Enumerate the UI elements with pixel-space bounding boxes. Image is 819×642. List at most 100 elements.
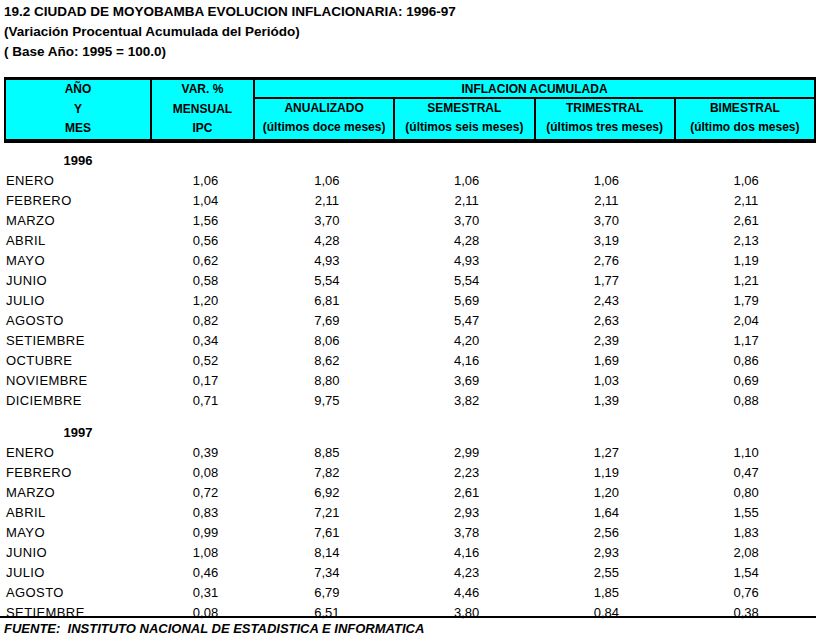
value-cell: 5,54 [397,271,537,291]
table-row: AGOSTO0,827,695,472,632,04 [4,311,816,331]
value-cell: 1,21 [676,271,816,291]
value-cell: 2,11 [257,191,397,211]
subcol-desc: (últimos tres meses) [536,118,674,136]
value-cell: 1,85 [537,583,677,603]
table-row: ENERO0,398,852,991,271,10 [4,443,816,463]
subcol-name: BIMESTRAL [676,99,814,118]
table-row: SETIEMBRE0,348,064,202,391,17 [4,331,816,351]
value-cell: 1,19 [676,251,816,271]
value-cell: 8,62 [257,351,397,371]
value-cell: 4,93 [397,251,537,271]
header-line: VAR. % [152,80,253,100]
value-cell: 1,27 [537,443,677,463]
value-cell: 5,47 [397,311,537,331]
monthly-var-cell: 0,71 [154,391,257,411]
table-row: ABRIL0,837,212,931,641,55 [4,503,816,523]
base-year-note: ( Base Año: 1995 = 100.0) [4,42,456,62]
month-cell: FEBRERO [4,191,154,211]
subcol-name: TRIMESTRAL [536,99,674,118]
value-cell: 1,64 [537,503,677,523]
year-row: 1996 [4,151,816,171]
monthly-var-cell: 0,82 [154,311,257,331]
inflation-table: AÑO Y MES VAR. % MENSUAL IPC INFLACION A… [4,77,816,623]
value-cell: 1,20 [537,483,677,503]
value-cell: 8,14 [257,543,397,563]
value-cell: 4,46 [397,583,537,603]
value-cell: 0,84 [537,603,677,623]
table-row: ABRIL0,564,284,283,192,13 [4,231,816,251]
value-cell: 0,88 [676,391,816,411]
monthly-var-cell: 0,34 [154,331,257,351]
monthly-var-cell: 0,31 [154,583,257,603]
table-row: JULIO0,467,344,232,551,54 [4,563,816,583]
value-cell: 2,63 [537,311,677,331]
month-cell: JULIO [4,563,154,583]
header-line: IPC [152,119,253,139]
month-cell: MAYO [4,523,154,543]
value-cell: 1,79 [676,291,816,311]
value-cell: 2,76 [537,251,677,271]
value-cell: 1,17 [676,331,816,351]
value-cell: 2,13 [676,231,816,251]
value-cell: 2,23 [397,463,537,483]
value-cell: 1,19 [537,463,677,483]
month-cell: ENERO [4,171,154,191]
value-cell: 1,83 [676,523,816,543]
column-header-semester: SEMESTRAL (últimos seis meses) [395,99,535,139]
table-header: AÑO Y MES VAR. % MENSUAL IPC INFLACION A… [4,77,816,143]
value-cell: 7,61 [257,523,397,543]
value-cell: 6,92 [257,483,397,503]
table-row: AGOSTO0,316,794,461,850,76 [4,583,816,603]
value-cell: 2,11 [676,191,816,211]
month-cell: ENERO [4,443,154,463]
value-cell: 1,06 [676,171,816,191]
monthly-var-cell: 0,56 [154,231,257,251]
value-cell: 2,39 [537,331,677,351]
value-cell: 4,16 [397,351,537,371]
header-line: MES [6,119,150,139]
page-title: 19.2 CIUDAD DE MOYOBAMBA EVOLUCION INFLA… [4,2,456,22]
table-row: MARZO0,726,922,611,200,80 [4,483,816,503]
value-cell: 4,16 [397,543,537,563]
value-cell: 3,82 [397,391,537,411]
subcolumn-row: ANUALIZADO (últimos doce meses) SEMESTRA… [255,99,814,139]
table-row: JUNIO1,088,144,162,932,08 [4,543,816,563]
monthly-var-cell: 0,39 [154,443,257,463]
monthly-var-cell: 0,83 [154,503,257,523]
value-cell: 2,11 [397,191,537,211]
value-cell: 2,99 [397,443,537,463]
value-cell: 3,19 [537,231,677,251]
table-row: NOVIEMBRE0,178,803,691,030,69 [4,371,816,391]
table-row: FEBRERO0,087,822,231,190,47 [4,463,816,483]
month-cell: AGOSTO [4,311,154,331]
table-row: MAYO0,997,613,782,561,83 [4,523,816,543]
column-header-monthly-var: VAR. % MENSUAL IPC [152,80,255,139]
value-cell: 1,06 [257,171,397,191]
value-cell: 6,79 [257,583,397,603]
month-cell: AGOSTO [4,583,154,603]
subcol-desc: (último dos meses) [676,118,814,136]
value-cell: 7,82 [257,463,397,483]
title-block: 19.2 CIUDAD DE MOYOBAMBA EVOLUCION INFLA… [4,2,456,62]
table-row: OCTUBRE0,528,624,161,690,86 [4,351,816,371]
group-title: INFLACION ACUMULADA [255,80,814,99]
subcol-name: SEMESTRAL [395,99,533,118]
value-cell: 1,69 [537,351,677,371]
month-cell: JUNIO [4,271,154,291]
month-cell: ABRIL [4,231,154,251]
column-group-accumulated-inflation: INFLACION ACUMULADA ANUALIZADO (últimos … [255,80,814,139]
value-cell: 4,93 [257,251,397,271]
header-line: AÑO [6,80,150,100]
table-row: MARZO1,563,703,703,702,61 [4,211,816,231]
year-label: 1996 [4,151,152,171]
month-cell: DICIEMBRE [4,391,154,411]
monthly-var-cell: 1,04 [154,191,257,211]
year-section: 1997ENERO0,398,852,991,271,10FEBRERO0,08… [4,423,816,623]
monthly-var-cell: 0,99 [154,523,257,543]
value-cell: 1,54 [676,563,816,583]
month-cell: MARZO [4,483,154,503]
subcol-desc: (últimos seis meses) [395,118,533,136]
column-header-year-month: AÑO Y MES [6,80,152,139]
subcol-desc: (últimos doce meses) [255,118,393,136]
monthly-var-cell: 0,46 [154,563,257,583]
